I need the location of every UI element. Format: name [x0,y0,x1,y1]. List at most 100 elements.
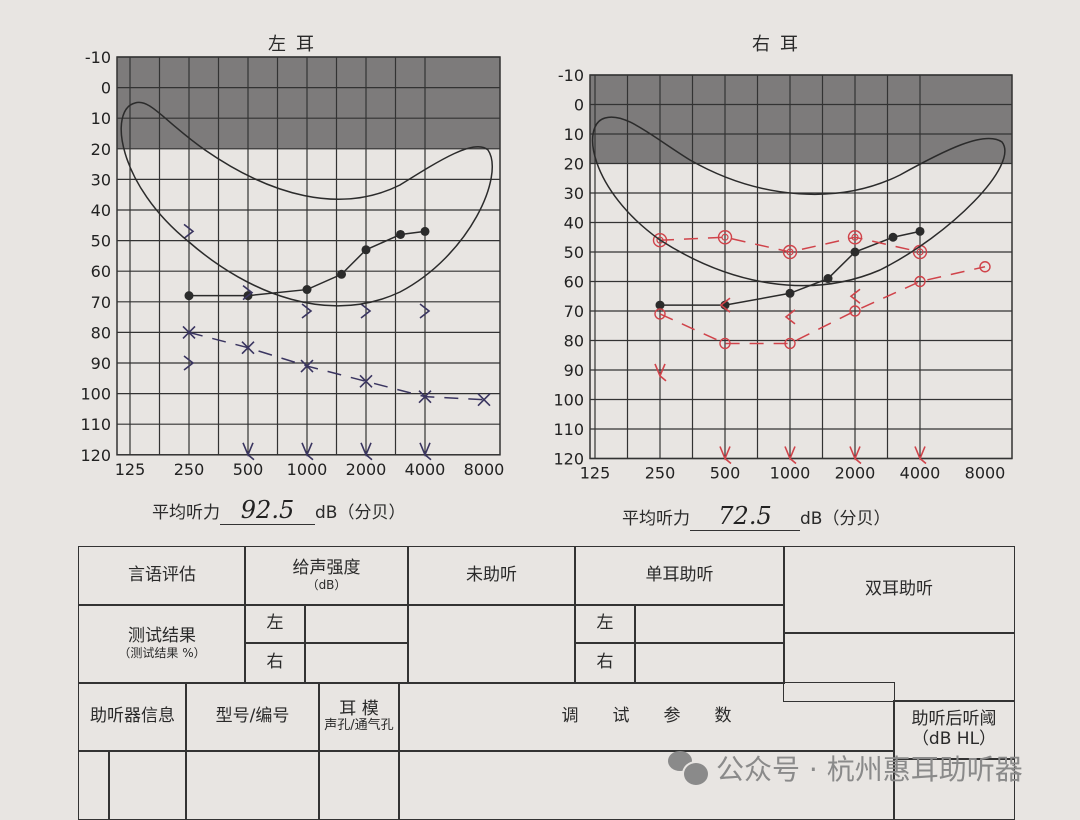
earmold-label: 耳 模 [339,698,379,719]
data-point-no-response [784,446,797,465]
y-tick-label: 10 [564,125,584,144]
data-point-inner-circle [786,248,794,256]
y-tick-label: 20 [564,155,584,174]
avg-unit: dB（分贝） [315,503,406,523]
data-point-double-circle [717,230,733,245]
data-point-dot [655,300,665,310]
data-point-bone-left [849,288,861,304]
y-tick-label: 120 [553,450,584,469]
intensity-right-cell[interactable] [304,642,409,684]
x-tick-label: 2000 [835,464,876,483]
data-point-no-response [654,363,667,382]
x-tick-label: 4000 [405,460,446,479]
x-tick-label: 500 [233,460,264,479]
y-tick-label: 90 [564,361,584,380]
data-point-bone-right [360,303,372,319]
data-point-bone-left [719,297,731,313]
watermark: 公众号 · 杭州惠耳助听器 [668,748,1023,788]
aided-threshold-label: 助听后听阈 [911,709,997,730]
intensity-unit: （dB） [306,577,347,592]
intensity-header: 给声强度 （dB） [244,546,409,606]
y-tick-label: 80 [91,323,111,342]
monaural-header: 单耳助听 [574,546,785,606]
unaided-header: 未助听 [407,546,576,606]
series-line [188,331,485,401]
row-right-label: 右 [244,642,306,684]
watermark-text: 公众号 · 杭州惠耳助听器 [716,753,1023,786]
avg-value: 72.5 [690,502,800,531]
data-point-no-response [849,446,862,465]
data-point-x [182,325,196,339]
x-tick-label: 500 [710,464,741,483]
data-point-inner-circle [851,233,859,241]
left-ear-title: 左耳 [268,34,324,55]
y-tick-label: 60 [564,273,584,292]
data-point-double-circle [652,232,668,248]
data-point-circle [654,308,666,320]
aided-threshold-header: 助听后听阈 （dB HL） [893,700,1015,760]
x-tick-label: 1000 [770,464,811,483]
y-tick-label: 0 [101,79,111,98]
data-point-no-response [301,442,314,461]
data-point-bone-right [301,303,313,319]
y-tick-label: 40 [564,214,584,233]
unaided-cell[interactable] [407,604,576,684]
normal-range-band [117,57,500,149]
data-point-dot [337,269,347,279]
data-point-dot [420,226,430,236]
data-point-no-response [419,442,432,461]
y-tick-label: 20 [91,140,111,159]
right-ear-title: 右耳 [752,34,808,55]
y-tick-label: 70 [564,302,584,321]
avg-label: 平均听力 [622,509,690,529]
aided-threshold-unit: （dB HL） [911,729,997,749]
x-tick-label: 8000 [464,460,505,479]
data-point-x [359,374,373,388]
y-tick-label: 70 [91,293,111,312]
wechat-icon [668,751,710,787]
x-tick-label: 1000 [287,460,328,479]
data-point-dot [888,232,898,242]
data-point-no-response [914,446,927,465]
data-point-dot [302,285,312,295]
data-point-inner-circle [721,233,729,241]
data-point-dot [823,274,833,284]
fitting-params-header: 调 试 参 数 [398,682,895,752]
left-average-hearing: 平均听力 92.5 dB（分贝） [152,496,405,525]
avg-unit: dB（分贝） [800,509,891,529]
speech-eval-header: 言语评估 [78,546,246,606]
data-point-bone-right [183,223,195,240]
earmold-sub-label: 声孔/通气孔 [324,718,394,734]
data-point-dot [396,229,406,239]
mono-right-cell[interactable] [634,642,785,684]
x-tick-label: 4000 [900,464,941,483]
result-header: 测试结果 （测试结果 %） [78,604,246,684]
y-tick-label: 30 [91,170,111,189]
y-tick-label: 40 [91,201,111,220]
data-point-double-circle [847,230,863,245]
intensity-left-cell[interactable] [304,604,409,644]
binaural-header: 双耳助听 [783,546,1015,634]
data-point-bone-right [183,355,195,371]
y-tick-label: -10 [558,66,584,85]
y-tick-label: 110 [80,415,111,434]
speech-banana-left [120,101,493,307]
data-point-dot [915,226,925,236]
right-average-hearing: 平均听力 72.5 dB（分贝） [622,502,890,531]
x-tick-label: 125 [115,460,146,479]
avg-label: 平均听力 [152,503,220,523]
data-point-x [300,359,314,373]
y-tick-label: 0 [574,96,584,115]
mono-left-label: 左 [574,604,636,644]
mono-left-cell[interactable] [634,604,785,644]
speech-banana-right [591,116,1006,287]
result-label: 测试结果 [128,626,196,647]
row-left-label: 左 [244,604,306,644]
data-point-dot [850,247,860,257]
binaural-cell[interactable] [783,632,1015,702]
data-point-inner-circle [656,236,664,244]
x-tick-label: 250 [645,464,676,483]
